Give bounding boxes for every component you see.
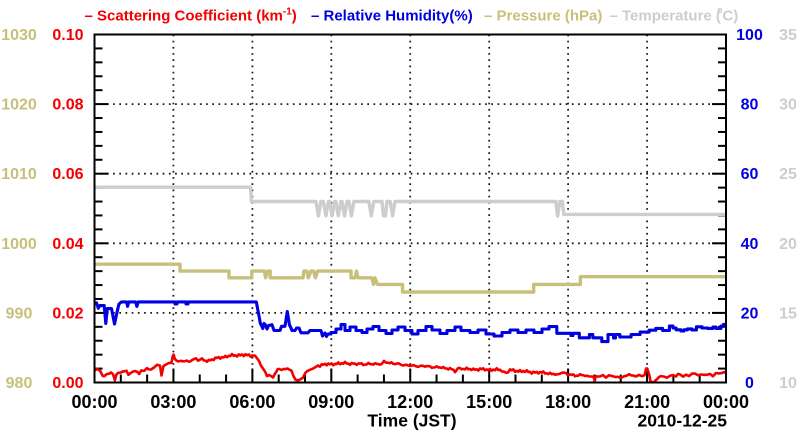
svg-text:0.04: 0.04 — [52, 236, 83, 253]
svg-text:0: 0 — [745, 375, 754, 392]
svg-text:Time (JST): Time (JST) — [367, 411, 456, 431]
svg-text:20: 20 — [779, 236, 797, 253]
svg-text:– Scattering Coefficient (km-1: – Scattering Coefficient (km-1) — [85, 7, 297, 25]
svg-text:0.10: 0.10 — [52, 27, 83, 44]
svg-text:40: 40 — [741, 236, 759, 253]
svg-text:2010-12-25: 2010-12-25 — [637, 411, 727, 431]
svg-text:0.02: 0.02 — [52, 305, 83, 322]
svg-text:06:00: 06:00 — [229, 392, 275, 412]
svg-text:100: 100 — [736, 27, 763, 44]
svg-text:09:00: 09:00 — [308, 392, 354, 412]
svg-text:80: 80 — [741, 97, 759, 114]
svg-text:0.08: 0.08 — [52, 97, 83, 114]
svg-text:– Temperature (oC): – Temperature (oC) — [610, 5, 739, 25]
svg-text:990: 990 — [6, 305, 33, 322]
svg-text:– Relative Humidity(%): – Relative Humidity(%) — [311, 8, 473, 25]
svg-text:1000: 1000 — [1, 236, 37, 253]
svg-text:21:00: 21:00 — [624, 392, 670, 412]
svg-text:00:00: 00:00 — [71, 392, 117, 412]
svg-text:18:00: 18:00 — [545, 392, 591, 412]
svg-text:12:00: 12:00 — [387, 392, 433, 412]
svg-text:1030: 1030 — [1, 27, 37, 44]
svg-text:– Pressure (hPa): – Pressure (hPa) — [484, 8, 602, 25]
svg-text:1010: 1010 — [1, 166, 37, 183]
svg-text:15:00: 15:00 — [466, 392, 512, 412]
svg-text:60: 60 — [741, 166, 759, 183]
svg-text:35: 35 — [779, 27, 797, 44]
svg-text:15: 15 — [779, 305, 797, 322]
svg-text:00:00: 00:00 — [703, 392, 749, 412]
svg-text:0.06: 0.06 — [52, 166, 83, 183]
svg-text:30: 30 — [779, 97, 797, 114]
svg-text:1020: 1020 — [1, 97, 37, 114]
svg-text:10: 10 — [779, 375, 797, 392]
svg-text:20: 20 — [741, 305, 759, 322]
svg-text:25: 25 — [779, 166, 797, 183]
svg-text:03:00: 03:00 — [150, 392, 196, 412]
svg-text:980: 980 — [6, 375, 33, 392]
svg-text:0.00: 0.00 — [52, 375, 83, 392]
